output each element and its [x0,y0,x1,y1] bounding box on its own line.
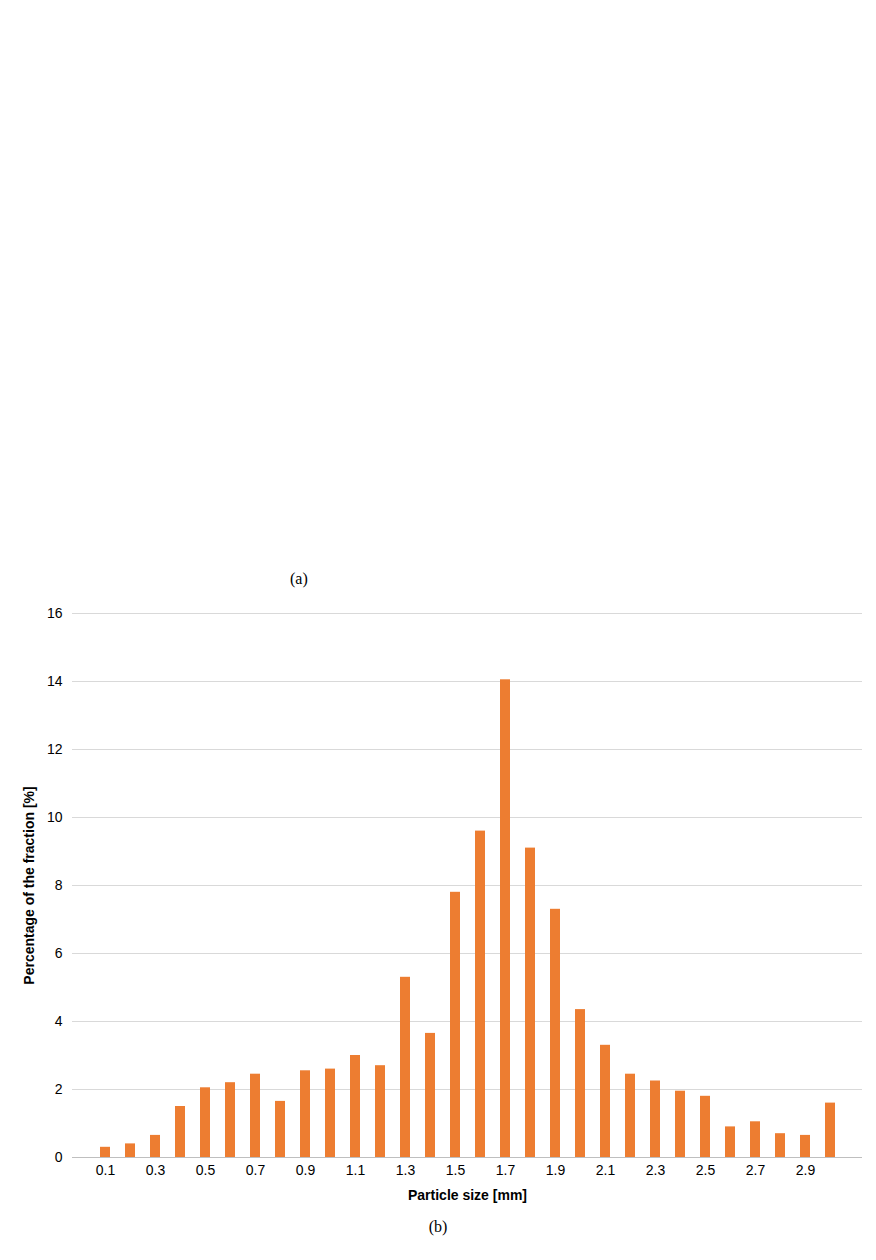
svg-text:0.5: 0.5 [196,1162,216,1178]
svg-text:12: 12 [47,741,63,757]
svg-text:2.7: 2.7 [746,1162,766,1178]
svg-text:1.3: 1.3 [396,1162,416,1178]
svg-text:1.5: 1.5 [446,1162,466,1178]
svg-text:0.1: 0.1 [96,1162,116,1178]
svg-text:1.9: 1.9 [546,1162,566,1178]
svg-text:1.1: 1.1 [346,1162,366,1178]
svg-text:0.9: 0.9 [296,1162,316,1178]
svg-text:8: 8 [55,877,63,893]
svg-text:Particle size [mm]: Particle size [mm] [408,1187,527,1203]
svg-text:Percentage of the fraction [%]: Percentage of the fraction [%] [21,786,37,984]
html-text:(b): (b) [428,1218,448,1235]
svg-text:1.7: 1.7 [496,1162,516,1178]
svg-text:10: 10 [47,809,63,825]
svg-text:2.9: 2.9 [796,1162,816,1178]
svg-text:14: 14 [47,673,63,689]
svg-text:4: 4 [55,1013,63,1029]
svg-text:2.1: 2.1 [596,1162,616,1178]
html-text:(a): (a) [290,570,308,587]
svg-text:2.5: 2.5 [696,1162,716,1178]
svg-text:2.3: 2.3 [646,1162,666,1178]
svg-text:2: 2 [55,1081,63,1097]
svg-text:0: 0 [55,1149,63,1165]
svg-text:6: 6 [55,945,63,961]
svg-text:16: 16 [47,605,63,621]
svg-text:0.3: 0.3 [146,1162,166,1178]
svg-text:0.7: 0.7 [246,1162,266,1178]
